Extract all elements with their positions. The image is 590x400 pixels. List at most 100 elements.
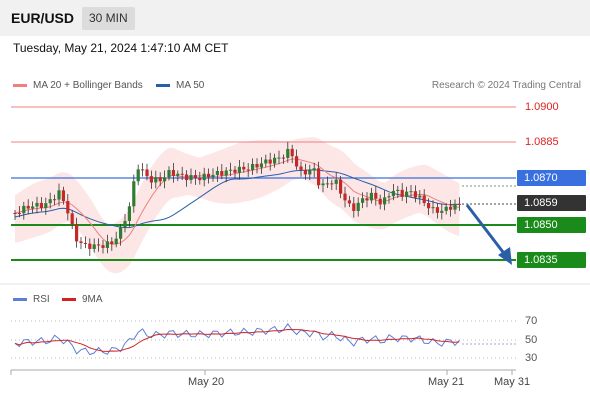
level-label-r1: 1.0885 xyxy=(525,136,559,148)
candle-body xyxy=(295,156,299,167)
rsi-line xyxy=(14,323,460,356)
candle-body xyxy=(114,238,118,245)
candle-body xyxy=(215,170,219,175)
candle-body xyxy=(35,202,39,207)
level-tag-pivot: 1.0870 xyxy=(517,170,586,186)
legend-ma50: MA 50 xyxy=(156,80,204,91)
candle-body xyxy=(44,203,48,209)
candle-body xyxy=(101,245,105,248)
candle-body xyxy=(185,174,189,181)
candle-body xyxy=(163,177,167,182)
candle-body xyxy=(176,173,180,176)
candle-body xyxy=(220,170,224,176)
candle-body xyxy=(75,224,79,242)
candle-body xyxy=(149,176,153,183)
candle-body xyxy=(299,166,303,170)
candle-body xyxy=(356,202,360,211)
chart-timestamp: Tuesday, May 21, 2024 1:47:10 AM CET xyxy=(13,41,229,55)
candle-body xyxy=(413,191,417,198)
candle-body xyxy=(92,244,96,249)
candle-body xyxy=(312,168,316,171)
candle-body xyxy=(48,199,52,204)
candle-body xyxy=(334,179,338,184)
candle-body xyxy=(391,190,395,197)
candle-body xyxy=(70,213,74,225)
candle-body xyxy=(66,200,70,214)
candlesticks xyxy=(13,141,461,256)
legend-ma9-label: 9MA xyxy=(82,294,103,305)
candle-body xyxy=(224,170,228,176)
candle-body xyxy=(171,170,175,176)
candle-body xyxy=(229,169,233,171)
candle-body xyxy=(325,183,329,185)
candle-body xyxy=(105,241,109,248)
candle-body xyxy=(352,203,356,211)
candle-body xyxy=(422,195,426,204)
candle-body xyxy=(449,206,453,210)
ma9-swatch xyxy=(62,298,76,301)
x-axis-label-may31: May 31 xyxy=(494,376,531,388)
legend-ma20-label: MA 20 + Bollinger Bands xyxy=(33,80,143,91)
candle-body xyxy=(308,170,312,175)
ma20-swatch xyxy=(13,84,27,87)
candle-body xyxy=(119,227,123,239)
candle-body xyxy=(321,183,325,186)
candle-body xyxy=(53,199,57,201)
candle-body xyxy=(427,203,431,209)
rsi-axis-label-30: 30 xyxy=(525,352,538,364)
candle-body xyxy=(123,220,127,228)
candle-body xyxy=(88,243,92,249)
candle-body xyxy=(286,148,290,158)
candle-body xyxy=(440,210,444,213)
candle-body xyxy=(233,169,237,173)
candle-body xyxy=(418,195,422,198)
candle-body xyxy=(409,191,413,193)
candle-body xyxy=(374,192,378,199)
legend-ma9: 9MA xyxy=(62,294,103,305)
candle-body xyxy=(189,175,193,181)
candle-body xyxy=(290,148,294,157)
research-credit: Research © 2024 Trading Central xyxy=(431,80,581,91)
candle-body xyxy=(273,157,277,164)
candle-body xyxy=(79,241,83,243)
ma50-line xyxy=(14,169,460,229)
candle-body xyxy=(136,169,140,182)
instrument-title: EUR/USD xyxy=(11,10,75,26)
level-tag-s2: 1.0835 xyxy=(517,252,586,268)
candle-body xyxy=(383,197,387,205)
candle-body xyxy=(39,202,43,209)
candle-body xyxy=(264,159,268,164)
level-tag-s1: 1.0850 xyxy=(517,217,586,233)
candle-body xyxy=(347,200,351,204)
candle-body xyxy=(387,196,391,198)
rsi-ma9-line xyxy=(14,328,460,352)
forecast-arrowhead xyxy=(498,247,512,265)
candle-body xyxy=(17,213,21,214)
timeframe-button[interactable]: 30 MIN xyxy=(82,7,135,30)
candle-body xyxy=(110,241,114,245)
legend-rsi: RSI xyxy=(13,294,50,305)
candle-body xyxy=(132,181,136,207)
candle-body xyxy=(22,205,26,214)
candle-body xyxy=(141,169,145,171)
chart-header: EUR/USD 30 MIN xyxy=(0,0,590,36)
candle-body xyxy=(211,174,215,178)
candle-body xyxy=(154,177,158,183)
candle-body xyxy=(26,205,30,209)
candle-body xyxy=(317,168,321,186)
candle-body xyxy=(202,173,206,181)
candle-body xyxy=(246,169,250,171)
rsi-axis-label-70: 70 xyxy=(525,315,538,327)
candle-body xyxy=(339,179,343,194)
ma50-swatch xyxy=(156,84,170,87)
rsi-swatch xyxy=(13,298,27,301)
candle-body xyxy=(193,175,197,178)
candle-body xyxy=(242,166,246,170)
candle-body xyxy=(457,203,461,205)
candle-body xyxy=(330,183,334,185)
candle-body xyxy=(378,198,382,205)
legend-ma50-label: MA 50 xyxy=(176,80,205,91)
bollinger-band xyxy=(15,137,460,274)
candle-body xyxy=(198,177,202,181)
